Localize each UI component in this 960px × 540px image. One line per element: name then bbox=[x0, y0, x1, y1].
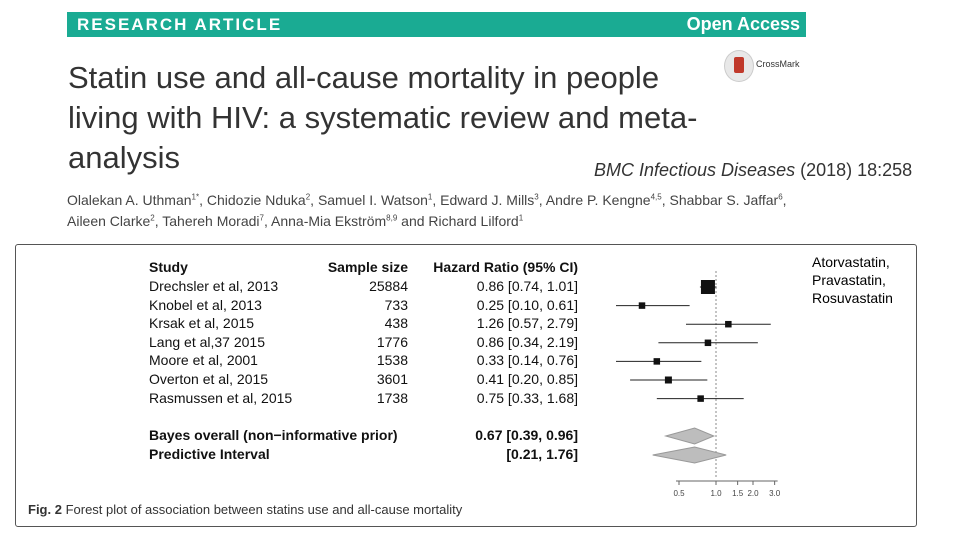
author-affiliation-number: 3 bbox=[534, 192, 539, 202]
sample-size: 1538 bbox=[376, 352, 408, 369]
hazard-ratio-text: 0.33 [0.14, 0.76] bbox=[476, 352, 578, 369]
author-affiliation-number: 7 bbox=[259, 213, 264, 223]
column-header-hazard-ratio: Hazard Ratio (95% CI) bbox=[433, 259, 578, 275]
effect-estimate-square bbox=[700, 280, 715, 294]
hazard-ratio-text: 1.26 [0.57, 2.79] bbox=[476, 315, 578, 332]
effect-estimate-square bbox=[697, 395, 704, 402]
sample-size: 1776 bbox=[376, 333, 408, 350]
author-affiliation-number: 1 bbox=[427, 192, 433, 202]
statin-types-annotation: Atorvastatin, Pravastatin, Rosuvastatin bbox=[812, 253, 893, 307]
predictive-interval-diamond bbox=[652, 446, 727, 464]
forest-plot-graphic: 0.5 1.0 1.5 2.0 3.0 bbox=[616, 271, 781, 498]
sample-size: 733 bbox=[384, 296, 408, 313]
drug-line: Rosuvastatin bbox=[812, 290, 893, 306]
hazard-ratio-text: 0.86 [0.74, 1.01] bbox=[476, 278, 578, 294]
author-list: Olalekan A. Uthman1*, Chidozie Nduka2, S… bbox=[67, 190, 812, 232]
sample-size: 438 bbox=[384, 315, 408, 332]
study-name: Knobel et al, 2013 bbox=[149, 296, 262, 313]
author-line-1: Olalekan A. Uthman1*, Chidozie Nduka2, S… bbox=[67, 192, 787, 208]
study-name: Drechsler et al, 2013 bbox=[149, 278, 279, 294]
effect-estimate-square bbox=[725, 320, 732, 328]
author-affiliation-number: 2 bbox=[305, 192, 311, 202]
article-title: Statin use and all-cause mortality in pe… bbox=[68, 60, 698, 175]
hazard-ratio-text: 0.41 [0.20, 0.85] bbox=[476, 371, 578, 387]
author-affiliation-number: 1* bbox=[191, 192, 200, 202]
author-line-2: Aileen Clarke2, Tahereh Moradi7, Anna-Mi… bbox=[67, 213, 524, 229]
figure-caption-text: Forest plot of association between stati… bbox=[65, 502, 463, 517]
hazard-ratio-text: 0.25 [0.10, 0.61] bbox=[476, 296, 578, 313]
predictive-interval-value: [0.21, 1.76] bbox=[506, 446, 578, 462]
author-affiliation-number: 4,5 bbox=[650, 192, 662, 202]
figure-label: Fig. 2 bbox=[28, 502, 62, 517]
journal-citation: BMC Infectious Diseases (2018) 18:258 bbox=[594, 160, 912, 181]
article-type-label: RESEARCH ARTICLE bbox=[77, 15, 283, 34]
author-name[interactable]: Olalekan A. Uthman bbox=[67, 192, 192, 208]
study-name: Overton et al, 2015 bbox=[149, 371, 269, 387]
effect-estimate-square bbox=[704, 339, 712, 347]
study-name: Krsak et al, 2015 bbox=[149, 315, 255, 332]
author-name[interactable]: Shabbar S. Jaffar bbox=[669, 192, 779, 208]
overall-effect-diamond bbox=[663, 427, 716, 445]
hazard-ratio-text: 0.75 [0.33, 1.68] bbox=[476, 389, 578, 406]
sample-size: 25884 bbox=[369, 278, 408, 294]
x-axis-tick-label: 2.0 bbox=[747, 489, 759, 498]
effect-estimate-square bbox=[664, 376, 672, 384]
drug-line: Atorvastatin, bbox=[812, 254, 890, 270]
author-affiliation-number: 6 bbox=[778, 192, 783, 202]
column-header-study: Study bbox=[149, 259, 188, 275]
predictive-interval-label: Predictive Interval bbox=[149, 446, 270, 462]
sample-size: 3601 bbox=[376, 371, 408, 387]
overall-hazard-ratio: 0.67 [0.39, 0.96] bbox=[475, 427, 578, 443]
study-name: Lang et al,37 2015 bbox=[149, 333, 265, 350]
author-affiliation-number: 1 bbox=[518, 213, 524, 223]
effect-estimate-square bbox=[653, 358, 661, 365]
crossmark-badge[interactable]: CrossMark bbox=[724, 50, 814, 82]
hazard-ratio-text: 0.86 [0.34, 2.19] bbox=[476, 333, 578, 350]
journal-name: BMC Infectious Diseases bbox=[594, 160, 796, 180]
author-name[interactable]: Samuel I. Watson bbox=[317, 192, 428, 208]
drug-line: Pravastatin, bbox=[812, 272, 886, 288]
author-name[interactable]: Anna-Mia Ekström bbox=[271, 213, 387, 229]
article-type-banner: RESEARCH ARTICLE Open Access bbox=[67, 12, 806, 37]
author-name[interactable]: Tahereh Moradi bbox=[162, 213, 260, 229]
figure-caption: Fig. 2 Forest plot of association betwee… bbox=[28, 502, 462, 517]
author-name[interactable]: Aileen Clarke bbox=[67, 213, 151, 229]
author-name[interactable]: Edward J. Mills bbox=[440, 192, 535, 208]
open-access-label[interactable]: Open Access bbox=[686, 14, 800, 34]
journal-volume: (2018) 18:258 bbox=[800, 160, 913, 180]
crossmark-label: CrossMark bbox=[756, 59, 800, 69]
author-name[interactable]: Chidozie Nduka bbox=[206, 192, 306, 208]
x-axis-tick-label: 0.5 bbox=[673, 489, 685, 498]
author-conjunction: and bbox=[401, 213, 425, 229]
author-name[interactable]: Andre P. Kengne bbox=[545, 192, 651, 208]
sample-size: 1738 bbox=[376, 389, 408, 406]
study-name: Moore et al, 2001 bbox=[149, 352, 258, 369]
x-axis-tick-label: 1.5 bbox=[732, 489, 744, 498]
author-affiliation-number: 8,9 bbox=[386, 213, 398, 223]
author-affiliation-number: 2 bbox=[150, 213, 155, 223]
forest-plot-panel: Study Sample size Hazard Ratio (95% CI) … bbox=[15, 244, 917, 527]
column-header-sample-size: Sample size bbox=[327, 259, 408, 275]
study-name: Rasmussen et al, 2015 bbox=[149, 389, 293, 406]
x-axis-tick-label: 1.0 bbox=[710, 489, 722, 498]
x-axis-tick-label: 3.0 bbox=[769, 489, 781, 498]
author-name[interactable]: Richard Lilford bbox=[428, 213, 519, 229]
overall-label: Bayes overall (non−informative prior) bbox=[149, 427, 398, 443]
effect-estimate-square bbox=[638, 302, 646, 309]
crossmark-icon bbox=[724, 50, 754, 82]
